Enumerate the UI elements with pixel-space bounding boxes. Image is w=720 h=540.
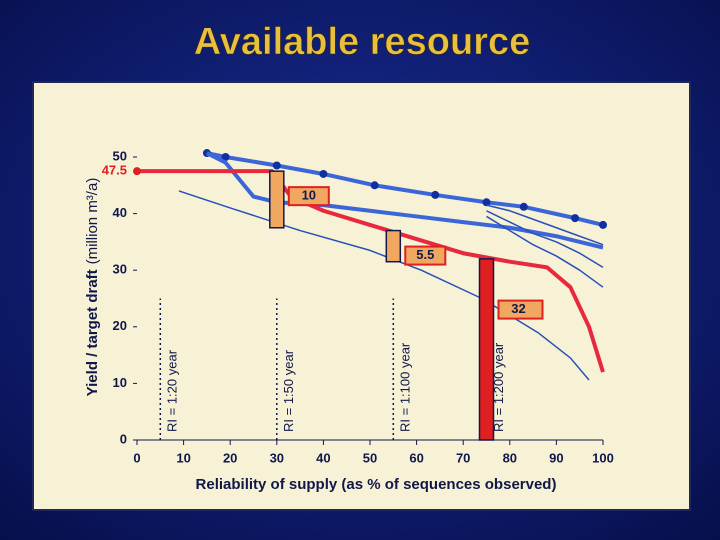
series-marker (571, 214, 580, 223)
x-tick-label: 50 (363, 450, 377, 465)
series-marker (482, 198, 491, 207)
series-line (205, 151, 604, 250)
series-line (486, 210, 604, 269)
x-tick-label: 80 (503, 450, 517, 465)
y-tick-label: 30 (113, 262, 127, 277)
target-label: 47.5 (102, 163, 127, 178)
series-marker (599, 220, 607, 229)
deficit-label-box (287, 186, 330, 207)
series-line (178, 190, 590, 381)
target-marker (133, 167, 141, 176)
x-tick-label: 10 (176, 450, 190, 465)
x-tick-label: 60 (409, 450, 423, 465)
deficit-label-box (497, 299, 544, 320)
x-tick-label: 40 (316, 450, 330, 465)
deficit-box (269, 170, 285, 229)
return-period-label: RI = 1:20 year (165, 349, 180, 432)
deficit-label: 10 (302, 188, 316, 203)
return-period-label: RI = 1:50 year (281, 349, 296, 432)
x-axis-title: Reliability of supply (as % of sequences… (196, 476, 557, 493)
series-line (206, 151, 604, 227)
x-tick-label: 20 (223, 450, 237, 465)
x-tick-label: 90 (549, 450, 563, 465)
series-marker (272, 161, 281, 170)
deficit-label-box (404, 245, 447, 266)
series-marker (370, 181, 379, 190)
series-marker (519, 202, 528, 211)
y-tick-label: 40 (113, 205, 127, 220)
x-tick-label: 0 (133, 450, 140, 465)
series-marker (319, 169, 328, 178)
return-period-label: RI = 1:100 year (398, 342, 413, 432)
deficit-label: 32 (511, 301, 525, 316)
series-marker (221, 153, 230, 161)
series-line (486, 204, 604, 246)
y-tick-label: 0 (120, 431, 127, 446)
chart-panel (32, 81, 691, 511)
deficit-box (385, 229, 402, 263)
deficit-label: 5.5 (416, 247, 434, 262)
deficit-box (478, 258, 495, 441)
y-tick-label: 10 (113, 375, 127, 390)
x-tick-label: 70 (456, 450, 470, 465)
x-tick-label: 100 (592, 450, 614, 465)
y-axis-units: (million m³/a) (84, 178, 101, 265)
y-axis-label: Yield / target draft (84, 269, 101, 396)
return-period-label: RI = 1:200 year (491, 342, 506, 432)
y-axis-title: Yield / target draft (million m³/a) (84, 178, 101, 397)
x-tick-label: 30 (270, 450, 284, 465)
slide-title: Available resource (194, 21, 531, 63)
series-marker (431, 190, 440, 199)
y-tick-label: 50 (113, 148, 127, 163)
y-tick-label: 20 (113, 318, 127, 333)
series-line (486, 215, 604, 288)
